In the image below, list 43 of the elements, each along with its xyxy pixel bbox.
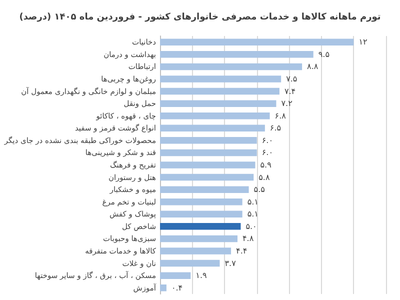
data-label: ۳.۷ (224, 258, 237, 268)
bar (160, 223, 241, 230)
data-label: ۸.۸ (307, 62, 319, 72)
bar (160, 162, 256, 168)
bar (160, 272, 191, 279)
data-label: ۶.۸ (274, 111, 287, 120)
data-label: ۵.۰ (246, 222, 257, 231)
bar (160, 284, 166, 292)
data-label: ۴.۸ (242, 234, 254, 244)
data-label: ۶.۰ (262, 136, 273, 145)
bar (160, 124, 265, 132)
bar (160, 248, 232, 254)
chart-title: تورم ماهانه کالاها و خدمات مصرفی خانوارهای کشور - فروردین ماه ۱۴۰۵ (درصد) (19, 12, 381, 22)
data-label: ۱۲ (358, 38, 368, 47)
bar (160, 186, 249, 193)
bar (160, 63, 302, 70)
bar (160, 137, 257, 144)
bar (160, 198, 242, 206)
data-label: ۰.۴ (171, 283, 183, 292)
bar (160, 210, 242, 218)
bar (160, 76, 282, 82)
bar (160, 88, 280, 95)
bar (160, 235, 238, 242)
data-label: ۵.۹ (260, 160, 272, 170)
bar (160, 149, 257, 156)
bar (160, 112, 270, 120)
data-label: ۴.۴ (236, 246, 248, 256)
data-label: ۶.۵ (270, 124, 282, 133)
data-label: ۶.۰ (262, 148, 273, 158)
data-label: ۱.۹ (196, 271, 207, 280)
data-label: ۵.۱ (247, 210, 258, 219)
bar (160, 51, 314, 58)
data-label: ۷.۵ (286, 74, 298, 84)
data-label: ۹.۵ (318, 50, 330, 59)
bar (160, 174, 254, 181)
bar (160, 260, 220, 267)
bar (160, 38, 354, 46)
data-label: ۷.۴ (284, 86, 296, 96)
data-label: ۵.۱ (247, 197, 258, 206)
data-label: ۵.۸ (258, 172, 270, 182)
data-label: ۷.۲ (281, 99, 292, 108)
bar (160, 100, 276, 107)
data-label: ۵.۵ (254, 185, 265, 194)
